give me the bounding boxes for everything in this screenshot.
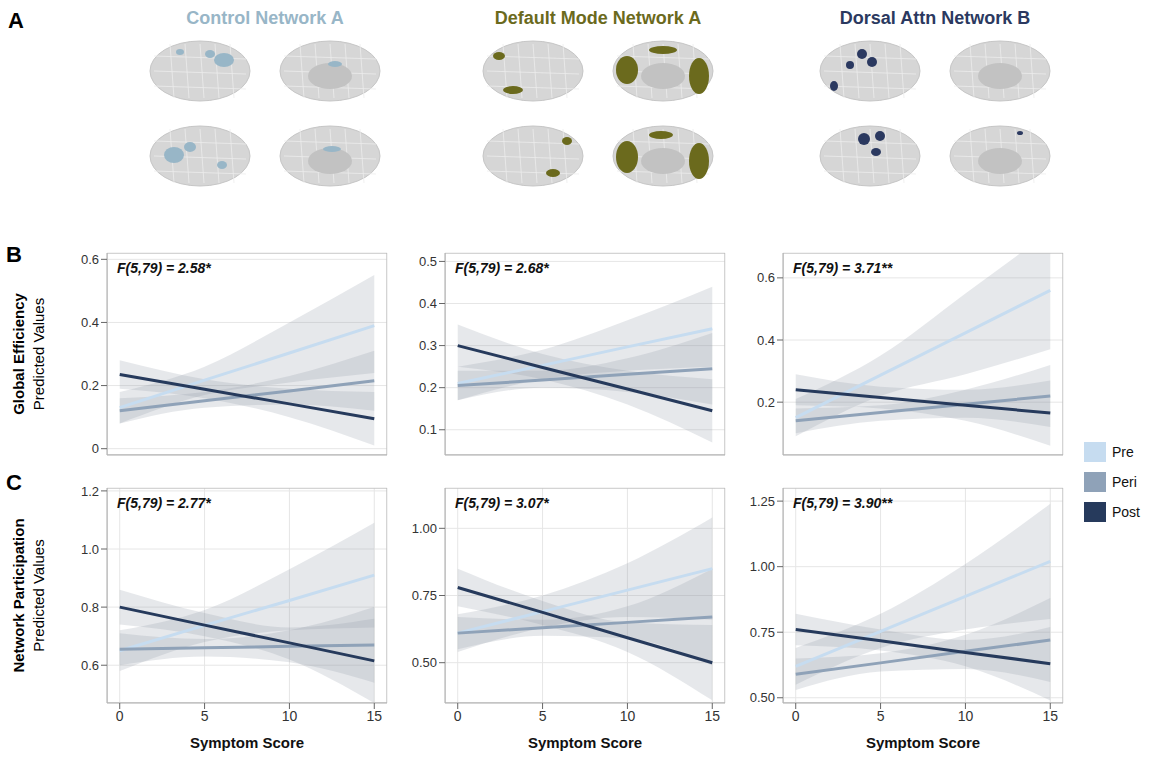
- svg-text:0.8: 0.8: [81, 600, 99, 615]
- svg-text:0.75: 0.75: [412, 588, 437, 603]
- svg-text:0: 0: [116, 708, 124, 724]
- svg-text:0.2: 0.2: [419, 380, 437, 395]
- svg-text:0: 0: [92, 441, 99, 456]
- svg-text:Symptom Score: Symptom Score: [190, 734, 304, 751]
- svg-text:15: 15: [1042, 708, 1058, 724]
- svg-text:0.5: 0.5: [419, 254, 437, 269]
- svg-text:Control Network A: Control Network A: [186, 8, 343, 28]
- svg-text:5: 5: [201, 708, 209, 724]
- svg-text:Dorsal Attn Network B: Dorsal Attn Network B: [840, 8, 1030, 28]
- svg-text:15: 15: [704, 708, 720, 724]
- svg-text:0.6: 0.6: [757, 270, 775, 285]
- svg-text:0.75: 0.75: [750, 625, 775, 640]
- html-text:F(5,79) = 2.58*: F(5,79) = 2.58*: [117, 260, 211, 276]
- svg-text:0.50: 0.50: [750, 690, 775, 705]
- svg-text:0.6: 0.6: [81, 658, 99, 673]
- svg-text:0.50: 0.50: [412, 655, 437, 670]
- svg-text:Predicted Values: Predicted Values: [30, 298, 47, 410]
- html-text:F(5,79) = 3.71**: F(5,79) = 3.71**: [793, 260, 893, 276]
- svg-text:5: 5: [877, 708, 885, 724]
- svg-text:Network Participation: Network Participation: [10, 518, 27, 672]
- svg-text:A: A: [8, 8, 24, 33]
- svg-text:Pre: Pre: [1112, 444, 1134, 460]
- svg-text:Post: Post: [1112, 504, 1140, 520]
- svg-text:Predicted Values: Predicted Values: [30, 539, 47, 651]
- svg-text:B: B: [6, 242, 22, 267]
- svg-text:0.6: 0.6: [81, 252, 99, 267]
- svg-text:0.2: 0.2: [757, 395, 775, 410]
- svg-text:15: 15: [366, 708, 382, 724]
- svg-text:1.25: 1.25: [750, 494, 775, 509]
- svg-text:10: 10: [958, 708, 974, 724]
- svg-text:0: 0: [792, 708, 800, 724]
- svg-text:1.00: 1.00: [412, 521, 437, 536]
- svg-text:0.1: 0.1: [419, 422, 437, 437]
- html-text:F(5,79) = 2.68*: F(5,79) = 2.68*: [455, 260, 549, 276]
- svg-text:C: C: [6, 470, 22, 495]
- html-text:F(5,79) = 3.07*: F(5,79) = 3.07*: [455, 495, 549, 511]
- svg-text:Peri: Peri: [1112, 474, 1137, 490]
- svg-text:10: 10: [282, 708, 298, 724]
- html-text:F(5,79) = 3.90**: F(5,79) = 3.90**: [793, 495, 893, 511]
- svg-text:1.0: 1.0: [81, 542, 99, 557]
- svg-text:1.2: 1.2: [81, 484, 99, 499]
- svg-text:Symptom Score: Symptom Score: [528, 734, 642, 751]
- svg-text:Default Mode Network A: Default Mode Network A: [495, 8, 701, 28]
- svg-text:1.00: 1.00: [750, 559, 775, 574]
- svg-text:0.2: 0.2: [81, 378, 99, 393]
- svg-text:10: 10: [620, 708, 636, 724]
- svg-text:Global Efficiency: Global Efficiency: [10, 292, 27, 414]
- svg-text:0.4: 0.4: [757, 333, 775, 348]
- svg-text:Symptom Score: Symptom Score: [866, 734, 980, 751]
- svg-text:5: 5: [539, 708, 547, 724]
- svg-text:0.4: 0.4: [419, 296, 437, 311]
- svg-text:0: 0: [454, 708, 462, 724]
- svg-text:0.3: 0.3: [419, 338, 437, 353]
- svg-text:0.4: 0.4: [81, 315, 99, 330]
- html-text:F(5,79) = 2.77*: F(5,79) = 2.77*: [117, 495, 211, 511]
